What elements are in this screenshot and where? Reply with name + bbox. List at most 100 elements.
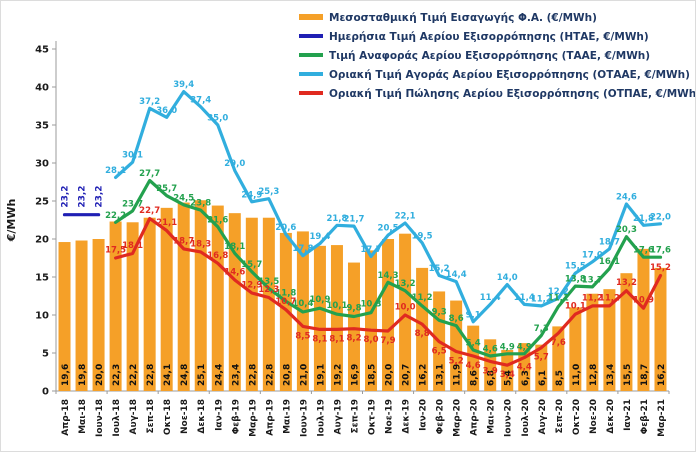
- x-axis-tick-label: Αυγ-18: [129, 399, 139, 434]
- line-series-2: [114, 90, 663, 324]
- point-label: 13,2: [395, 279, 416, 289]
- bar-value-label: 20,7: [402, 364, 412, 386]
- y-axis-tick-label: 10: [35, 311, 49, 322]
- bar: [552, 326, 565, 391]
- point-label: 8,0: [363, 335, 378, 345]
- bar-value-label: 24,1: [163, 364, 173, 386]
- point-label: 3,9: [483, 366, 498, 376]
- bar: [501, 349, 514, 391]
- point-label: 20,3: [616, 225, 637, 235]
- point-label: 5,4: [466, 338, 481, 348]
- bar-value-label: 11,0: [572, 364, 582, 386]
- point-label: 30,1: [122, 151, 143, 161]
- point-label: 21,8: [633, 214, 654, 224]
- bar: [484, 339, 497, 391]
- x-axis-tick-label: Σεπ-19: [350, 399, 360, 434]
- y-axis-tick-label: 40: [35, 83, 49, 94]
- point-label: 11,8: [275, 288, 296, 298]
- point-label: 21,1: [156, 218, 177, 228]
- legend-label: Ημερήσια Τιμή Αερίου Εξισορρόπησης (ΗΤΑΕ…: [329, 31, 649, 43]
- point-label: 10,0: [395, 303, 416, 313]
- point-label: 17,6: [633, 246, 654, 256]
- point-label: 17,5: [105, 246, 126, 256]
- point-label: 5,2: [449, 356, 464, 366]
- y-axis-tick-label: 20: [35, 235, 49, 246]
- bar: [211, 205, 224, 391]
- bar: [143, 217, 156, 391]
- x-axis-tick-label: Δεκ-18: [197, 399, 207, 434]
- x-axis-tick-label: Ιαν-20: [419, 399, 429, 431]
- y-axis-tick-label: 0: [42, 387, 49, 398]
- bar-value-label: 18,7: [640, 364, 650, 386]
- point-label: 15,7: [241, 260, 262, 270]
- bar-value-label: 16,9: [350, 364, 360, 386]
- legend-label: Οριακή Τιμή Πώλησης Αερίου Εξισορρόπησης…: [329, 88, 696, 100]
- point-label: 28,1: [105, 166, 126, 176]
- line-series-1: [114, 178, 663, 358]
- x-axis-tick-label: Ιουν-19: [299, 399, 309, 437]
- point-label: 13,7: [582, 275, 603, 285]
- x-axis-tick-label: Απρ-18: [61, 399, 71, 436]
- point-label: 27,7: [139, 169, 160, 179]
- point-label: 8,6: [449, 314, 464, 324]
- bar: [177, 202, 190, 391]
- bar: [416, 267, 429, 391]
- point-label: 8,1: [329, 334, 344, 344]
- point-label: 17,7: [361, 245, 382, 255]
- bar: [654, 267, 667, 391]
- point-label: 39,4: [173, 80, 194, 90]
- point-label: 17,8: [292, 244, 313, 254]
- point-label: 21,6: [207, 215, 228, 225]
- x-axis-tick-label: Ιαν-21: [623, 399, 633, 431]
- point-label: 36,0: [156, 106, 177, 116]
- x-axis-tick-label: Αυγ-19: [333, 399, 343, 434]
- point-label: 6,5: [432, 347, 447, 357]
- bar: [194, 200, 207, 391]
- x-axis-tick-label: Δεκ-19: [402, 399, 412, 434]
- legend-item: Ημερήσια Τιμή Αερίου Εξισορρόπησης (ΗΤΑΕ…: [299, 31, 649, 43]
- bar-value-label: 15,5: [623, 364, 633, 386]
- point-label: 23,2: [61, 185, 71, 207]
- point-label: 17,6: [650, 246, 671, 256]
- point-label: 8,2: [346, 334, 361, 344]
- bar: [467, 325, 480, 391]
- point-label: 10,1: [565, 302, 586, 312]
- bar: [58, 242, 71, 391]
- bar-value-label: 22,8: [265, 364, 275, 386]
- point-label: 11,4: [514, 293, 535, 303]
- point-label: 14,3: [378, 271, 399, 281]
- x-axis-tick-label: Νοε-20: [589, 399, 599, 434]
- x-axis-tick-label: Μαι-20: [487, 399, 497, 434]
- bar: [330, 245, 343, 391]
- bar-value-label: 13,4: [606, 364, 616, 386]
- x-axis-tick-label: Οκτ-19: [368, 399, 378, 435]
- x-axis-tick-label: Αυγ-20: [538, 399, 548, 434]
- point-label: 22,1: [395, 212, 416, 222]
- bar-value-label: 19,2: [333, 364, 343, 386]
- y-axis-tick-label: 35: [35, 121, 49, 132]
- x-axis-tick-label: Νοε-19: [385, 399, 395, 434]
- x-axis-tick-label: Ιουν-18: [95, 399, 105, 437]
- point-label: 25,3: [258, 187, 279, 197]
- point-label: 9,8: [346, 304, 361, 314]
- bar: [586, 293, 599, 391]
- point-label: 21,8: [326, 214, 347, 224]
- bar-value-label: 20,0: [385, 364, 395, 386]
- point-label: 11,4: [480, 293, 501, 303]
- bar: [75, 240, 88, 391]
- x-axis-tick-label: Ιουλ-19: [316, 399, 326, 437]
- bar-value-label: 19,1: [316, 364, 326, 386]
- point-label: 29,0: [224, 159, 245, 169]
- point-label: 22,0: [650, 212, 671, 222]
- bar: [313, 245, 326, 391]
- bar-value-label: 19,8: [78, 364, 88, 386]
- bar-value-label: 20,8: [282, 364, 292, 386]
- point-label: 7,9: [381, 336, 396, 346]
- x-axis-tick-label: Φεβ-19: [231, 399, 241, 434]
- point-label: 18,1: [122, 241, 143, 251]
- y-axis-tick-label: 30: [35, 159, 49, 170]
- legend-item: Οριακή Τιμή Πώλησης Αερίου Εξισορρόπησης…: [299, 88, 696, 100]
- bar: [365, 250, 378, 391]
- x-axis-tick-label: Οκτ-18: [163, 399, 173, 435]
